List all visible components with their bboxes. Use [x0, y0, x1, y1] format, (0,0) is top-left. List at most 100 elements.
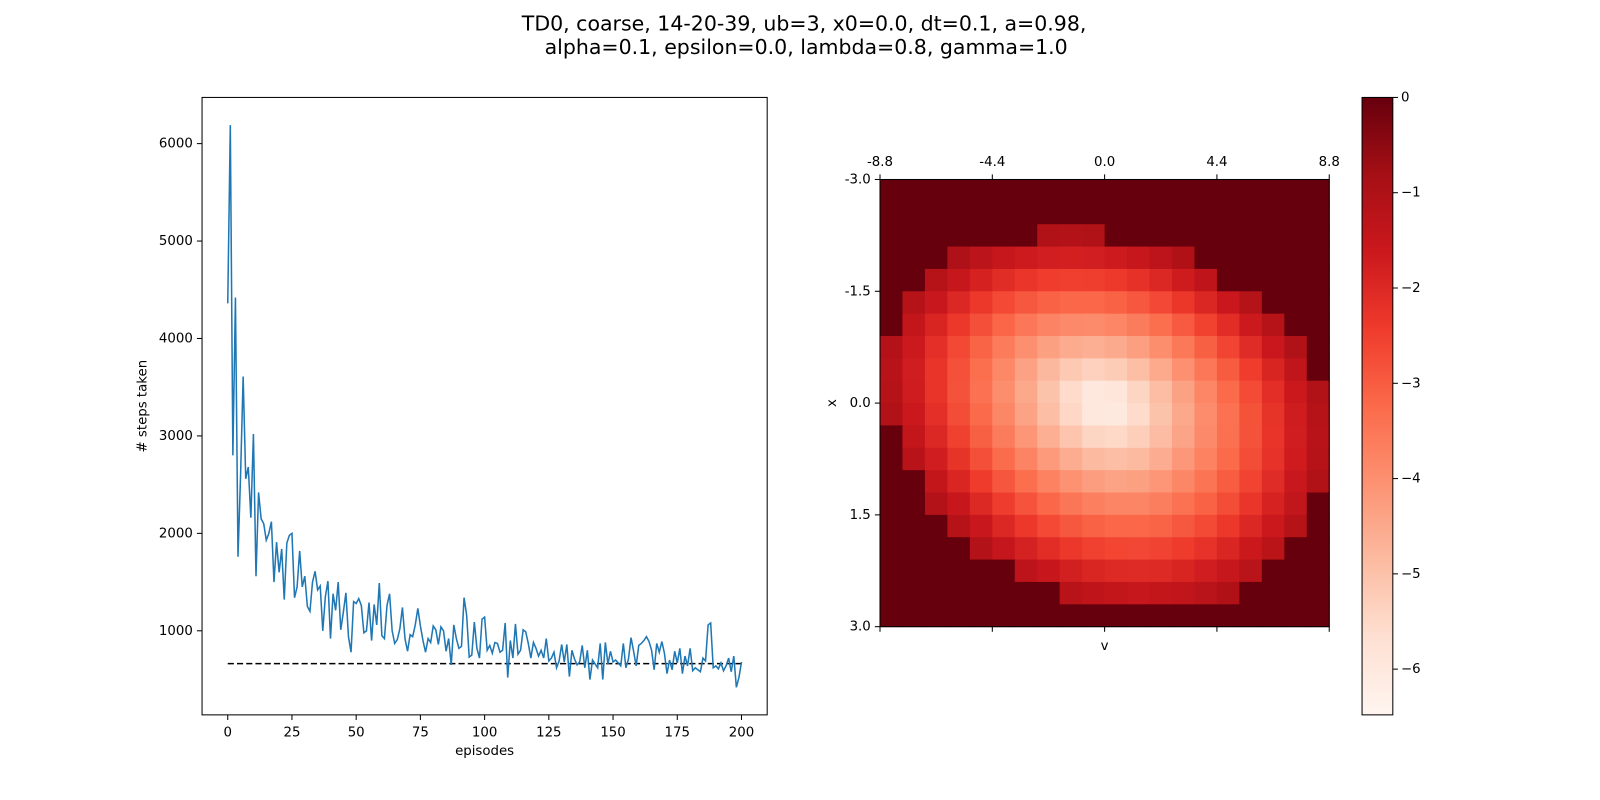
y-axis-label: x [825, 399, 840, 407]
heatmap-cell [1306, 201, 1330, 225]
heatmap-cell [1216, 268, 1240, 292]
heatmap-cell [924, 336, 948, 359]
heatmap-cell [902, 403, 926, 426]
y-tick-label: -3.0 [845, 172, 871, 187]
heatmap-cell [1149, 581, 1173, 605]
x-axis-label: v [1101, 639, 1109, 654]
y-tick-label: 3.0 [850, 620, 871, 635]
heatmap-cell [1239, 291, 1263, 315]
heatmap-cell [902, 313, 926, 337]
figure-title: TD0, coarse, 14-20-39, ub=3, x0=0.0, dt=… [521, 12, 1087, 36]
colorbar-tick-label: 0 [1401, 90, 1409, 105]
heatmap-cell [992, 425, 1016, 449]
heatmap-cell [902, 537, 926, 561]
heatmap-cell [1306, 313, 1330, 337]
heatmap-cell [924, 179, 948, 203]
heatmap-cell [1194, 604, 1218, 628]
heatmap-cell [1127, 559, 1151, 583]
heatmap-cell [992, 224, 1016, 248]
heatmap-cell [969, 291, 993, 315]
heatmap-cell [1172, 380, 1195, 404]
x-tick-label: 75 [412, 725, 429, 740]
heatmap-cell [1194, 537, 1218, 561]
heatmap-cell [1104, 358, 1128, 382]
heatmap-cell [1261, 447, 1285, 471]
heatmap-cell [1082, 447, 1106, 471]
x-tick-label: 4.4 [1206, 155, 1227, 170]
figure-title: alpha=0.1, epsilon=0.0, lambda=0.8, gamm… [545, 35, 1068, 59]
heatmap-cell [1149, 403, 1173, 426]
heatmap-cell [1172, 313, 1195, 337]
heatmap-cell [880, 492, 903, 516]
heatmap-cell [880, 224, 903, 248]
heatmap-cell [1014, 492, 1038, 516]
heatmap-cell [1239, 581, 1263, 605]
heatmap-cell [902, 514, 926, 538]
heatmap-cell [1172, 447, 1195, 471]
heatmap-cell [880, 179, 903, 203]
heatmap-cell [1216, 537, 1240, 561]
heatmap-cell [969, 358, 993, 382]
heatmap-cell [1306, 604, 1330, 628]
heatmap-cell [1284, 380, 1308, 404]
heatmap-cell [1059, 336, 1083, 359]
heatmap-cell [1194, 403, 1218, 426]
heatmap-cell [880, 425, 903, 449]
heatmap-cell [1239, 201, 1263, 225]
heatmap-cell [1059, 537, 1083, 561]
heatmap-cell [1284, 470, 1308, 494]
heatmap-cell [1104, 470, 1128, 494]
heatmap-cell [1082, 380, 1106, 404]
heatmap-cell [1149, 313, 1173, 337]
heatmap-cell [1037, 313, 1061, 337]
heatmap-cell [1284, 291, 1308, 315]
heatmap-cell [1306, 537, 1330, 561]
heatmap-cell [969, 559, 993, 583]
heatmap-cell [902, 425, 926, 449]
heatmap-cell [1149, 380, 1173, 404]
heatmap-cell [880, 291, 903, 315]
heatmap-cell [1284, 492, 1308, 516]
heatmap-cell [969, 246, 993, 270]
heatmap-cell [1261, 358, 1285, 382]
heatmap-cell [902, 201, 926, 225]
heatmap-cell [1127, 358, 1151, 382]
heatmap-cell [1014, 447, 1038, 471]
heatmap-cell [1284, 403, 1308, 426]
heatmap-cell [902, 470, 926, 494]
heatmap-cell [1194, 336, 1218, 359]
heatmap-cell [992, 358, 1016, 382]
heatmap-cell [1059, 581, 1083, 605]
heatmap-cell [1104, 492, 1128, 516]
heatmap-cell [1059, 291, 1083, 315]
heatmap-cell [902, 336, 926, 359]
heatmap-cell [1059, 447, 1083, 471]
heatmap-cell [947, 179, 971, 203]
heatmap-cell [1261, 514, 1285, 538]
heatmap-cell [1239, 336, 1263, 359]
heatmap-cell [947, 537, 971, 561]
heatmap-cell [1127, 425, 1151, 449]
x-tick-label: 0 [223, 725, 231, 740]
heatmap-cell [947, 559, 971, 583]
heatmap-cell [902, 447, 926, 471]
heatmap-cell [1127, 403, 1151, 426]
heatmap-cell [1216, 291, 1240, 315]
heatmap-cell [1261, 492, 1285, 516]
heatmap-cell [969, 470, 993, 494]
heatmap-cell [1261, 201, 1285, 225]
heatmap-cell [1059, 470, 1083, 494]
heatmap-cell [1037, 224, 1061, 248]
heatmap-cell [947, 514, 971, 538]
heatmap-cell [902, 358, 926, 382]
heatmap-cell [1127, 179, 1151, 203]
heatmap-cell [924, 291, 948, 315]
heatmap-cell [1306, 470, 1330, 494]
heatmap-cell [969, 380, 993, 404]
heatmap-cell [1261, 313, 1285, 337]
heatmap-cell [924, 380, 948, 404]
heatmap-cell [1284, 336, 1308, 359]
heatmap-cell [1172, 246, 1195, 270]
heatmap-cell [1149, 447, 1173, 471]
